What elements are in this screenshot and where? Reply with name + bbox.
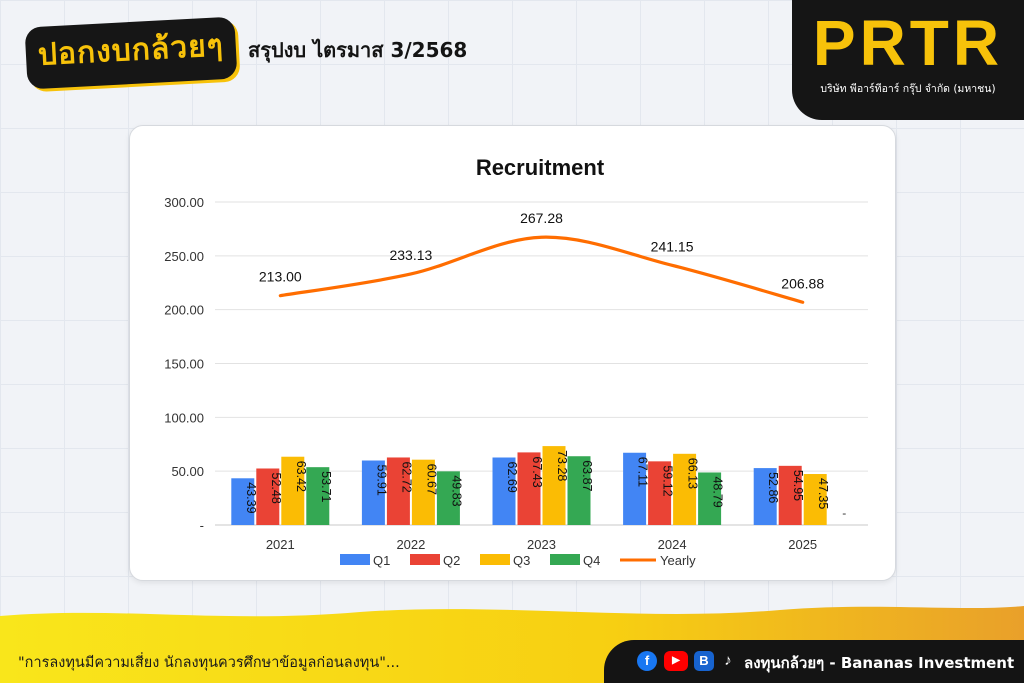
bar-data-label: 54.95 xyxy=(791,470,805,501)
bar-data-label: 52.48 xyxy=(269,472,283,503)
bar-data-label: 59.12 xyxy=(661,465,675,496)
chart-title: Recruitment xyxy=(476,155,605,180)
bar-data-label: 47.35 xyxy=(816,478,830,509)
social-bar: f ▶ B ♪ ลงทุนกล้วยๆ - Bananas Investment xyxy=(604,640,1024,683)
legend-label: Q2 xyxy=(443,553,460,568)
legend-swatch-q4 xyxy=(550,554,580,565)
x-tick-label: 2025 xyxy=(788,537,817,552)
facebook-icon[interactable]: f xyxy=(637,651,657,671)
recruitment-chart: Recruitment - 50.00 100.00 150.00 200.00 250.0… xyxy=(164,155,868,568)
bar-data-label: 52.86 xyxy=(766,472,780,503)
yearly-data-label: 267.28 xyxy=(520,210,563,226)
yearly-data-label: 206.88 xyxy=(781,275,824,291)
bar-data-label: 62.72 xyxy=(399,461,413,492)
bar-q2 xyxy=(778,465,802,525)
bar-data-label: 66.13 xyxy=(686,458,700,489)
y-tick-label: 250.00 xyxy=(164,249,204,264)
bar-q4 xyxy=(698,472,722,525)
bar-q3 xyxy=(803,474,827,525)
bar-data-label: 53.71 xyxy=(319,471,333,502)
bar-data-label: 73.28 xyxy=(555,450,569,481)
disclaimer-text: "การลงทุนมีความเสี่ยง นักลงทุนควรศึกษาข้… xyxy=(18,655,400,671)
legend-swatch-q1 xyxy=(340,554,370,565)
bar-data-label: 63.42 xyxy=(294,461,308,492)
x-tick-label: 2021 xyxy=(266,537,295,552)
y-tick-label: - xyxy=(200,518,204,533)
channel-name: ลงทุนกล้วยๆ - Bananas Investment xyxy=(744,654,1015,672)
bar-data-label: 60.67 xyxy=(424,464,438,495)
bar-q2 xyxy=(517,452,541,525)
bar-q4 xyxy=(567,456,591,525)
legend-label: Q3 xyxy=(513,553,530,568)
bar-data-label: 67.11 xyxy=(636,457,650,487)
brand-name: PRTR xyxy=(812,7,1004,79)
bar-q4 xyxy=(306,467,330,525)
x-tick-label: 2024 xyxy=(658,537,687,552)
bar-q2 xyxy=(648,461,672,525)
page-title: สรุปงบ ไตรมาส 3/2568 xyxy=(248,38,468,62)
bar-q2 xyxy=(386,457,410,525)
legend-label: Q4 xyxy=(583,553,600,568)
missing-value-label: - xyxy=(842,506,846,520)
tiktok-icon[interactable]: ♪ xyxy=(718,651,738,671)
bar-data-label: 67.43 xyxy=(530,456,544,487)
bar-q3 xyxy=(542,446,566,525)
bar-data-label: 49.83 xyxy=(449,475,463,506)
bar-q3 xyxy=(281,456,305,525)
y-tick-label: 50.00 xyxy=(171,464,204,479)
chart-card: Recruitment - 50.00 100.00 150.00 200.00 250.0… xyxy=(129,125,896,581)
yearly-line xyxy=(278,235,805,304)
yearly-data-label: 241.15 xyxy=(651,238,694,254)
brand-panel: PRTR บริษัท พีอาร์ทีอาร์ กรุ๊ป จำกัด (มห… xyxy=(792,0,1024,120)
yearly-data-label: 213.00 xyxy=(259,269,302,285)
bar-q3 xyxy=(411,459,435,525)
y-tick-label: 100.00 xyxy=(164,410,204,425)
legend-label: Yearly xyxy=(660,553,696,568)
legend-label: Q1 xyxy=(373,553,390,568)
bar-q1 xyxy=(753,468,777,525)
bar-q1 xyxy=(623,452,647,525)
bar-data-label: 63.87 xyxy=(580,460,594,491)
bar-data-label: 48.79 xyxy=(711,476,725,507)
x-tick-label: 2023 xyxy=(527,537,556,552)
x-tick-label: 2022 xyxy=(396,537,425,552)
bar-data-label: 59.91 xyxy=(374,464,388,495)
y-tick-label: 150.00 xyxy=(164,357,204,372)
bar-q4 xyxy=(436,471,460,525)
bar-data-label: 62.69 xyxy=(505,462,519,493)
bar-data-label: 43.39 xyxy=(244,482,258,513)
y-tick-label: 200.00 xyxy=(164,303,204,318)
bar-q1 xyxy=(492,457,516,525)
bar-q2 xyxy=(256,468,280,525)
bar-q1 xyxy=(361,460,385,525)
youtube-icon[interactable]: ▶ xyxy=(664,651,688,671)
bar-q3 xyxy=(673,453,697,525)
yearly-data-label: 233.13 xyxy=(389,247,432,263)
company-name: บริษัท พีอาร์ทีอาร์ กรุ๊ป จำกัด (มหาชน) xyxy=(820,83,996,95)
legend-swatch-q3 xyxy=(480,554,510,565)
y-tick-label: 300.00 xyxy=(164,195,204,210)
bar-q1 xyxy=(231,478,255,525)
legend-swatch-q2 xyxy=(410,554,440,565)
blockdit-icon[interactable]: B xyxy=(694,651,714,671)
logo: ปอกงบกล้วยๆ xyxy=(24,16,238,90)
